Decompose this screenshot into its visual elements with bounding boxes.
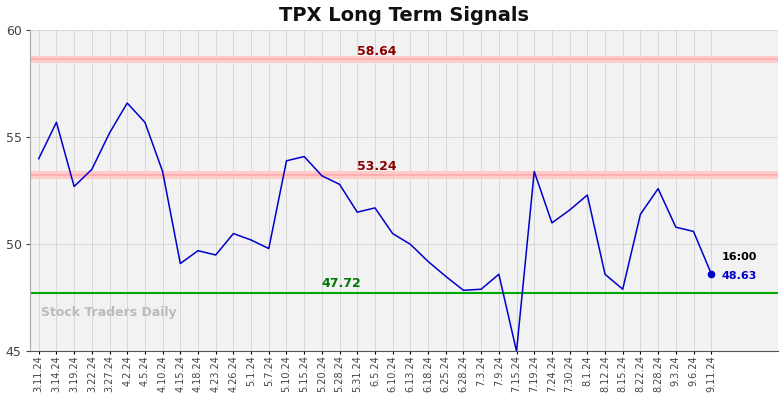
Text: 16:00: 16:00	[722, 252, 757, 262]
Text: 53.24: 53.24	[358, 160, 397, 173]
Text: Stock Traders Daily: Stock Traders Daily	[41, 306, 176, 319]
Bar	[30, 56, 779, 63]
Text: 58.64: 58.64	[358, 45, 397, 58]
Text: 47.72: 47.72	[322, 277, 361, 290]
Text: 48.63: 48.63	[722, 271, 757, 281]
Bar	[30, 171, 779, 179]
Title: TPX Long Term Signals: TPX Long Term Signals	[279, 6, 529, 25]
